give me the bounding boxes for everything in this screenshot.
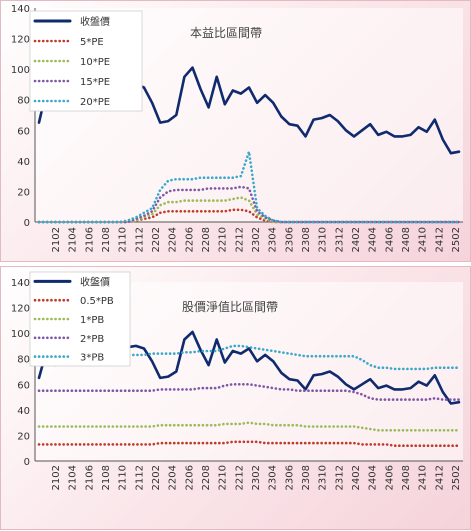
y-tick-label: 120 <box>11 35 30 46</box>
x-tick-label: 2310 <box>318 465 329 490</box>
legend-label-0: 收盤價 <box>80 275 110 288</box>
x-tick-label: 2202 <box>151 465 162 490</box>
y-tick-label: 20 <box>17 187 30 198</box>
series-line-3 <box>37 383 461 401</box>
x-tick-label: 2210 <box>218 227 229 252</box>
x-tick-label: 2210 <box>218 465 229 490</box>
x-tick-label: 2308 <box>301 227 312 252</box>
y-tick-label: 100 <box>11 65 30 76</box>
x-tick-label: 2202 <box>151 227 162 252</box>
x-tick-label: 2204 <box>168 227 179 252</box>
x-tick-label: 2406 <box>384 227 395 252</box>
x-tick-label: 2308 <box>301 465 312 490</box>
x-tick-label: 2402 <box>351 465 362 490</box>
x-tick-label: 2106 <box>84 465 95 490</box>
chart-title: 本益比區間帶 <box>190 26 262 40</box>
y-tick-label: 80 <box>17 355 30 366</box>
legend-label-2: 10*PE <box>80 57 110 68</box>
x-tick-label: 2208 <box>201 227 212 252</box>
y-tick-label: 120 <box>11 304 30 315</box>
x-tick-label: 2502 <box>451 465 462 490</box>
x-tick-label: 2212 <box>234 465 245 490</box>
x-tick-label: 2102 <box>51 227 62 252</box>
series-line-1 <box>37 440 461 447</box>
x-tick-label: 2304 <box>268 227 279 252</box>
x-tick-label: 2404 <box>368 465 379 490</box>
x-tick-label: 2412 <box>434 227 445 252</box>
legend-label-1: 0.5*PB <box>80 296 114 307</box>
x-tick-label: 2304 <box>268 465 279 490</box>
x-tick-label: 2408 <box>401 465 412 490</box>
x-tick-label: 2410 <box>418 465 429 490</box>
legend-label-4: 20*PE <box>80 97 110 108</box>
pe-band-chart-panel: 0 20 40 60 80 100 120 140 2102 2104 2106 2108 2110 21… <box>0 0 471 262</box>
x-tick-label: 2208 <box>201 465 212 490</box>
x-tick-label: 2312 <box>334 227 345 252</box>
x-tick-label: 2110 <box>118 227 129 252</box>
x-tick-label: 2306 <box>284 465 295 490</box>
x-tick-label: 2408 <box>401 227 412 252</box>
y-tick-label: 140 <box>11 4 30 15</box>
x-tick-label: 2306 <box>284 227 295 252</box>
x-tick-label: 2104 <box>68 465 79 490</box>
y-tick-label: 40 <box>17 157 30 168</box>
y-tick-label: 40 <box>17 406 30 417</box>
x-tick-label: 2410 <box>418 227 429 252</box>
y-tick-label: 140 <box>11 278 30 289</box>
x-tick-label: 2212 <box>234 227 245 252</box>
legend-label-1: 5*PE <box>80 37 104 48</box>
y-tick-label: 0 <box>24 457 30 468</box>
x-tick-label: 2206 <box>184 465 195 490</box>
legend-label-2: 1*PB <box>80 315 104 326</box>
x-tick-label: 2112 <box>134 227 145 252</box>
x-tick-label: 2302 <box>251 465 262 490</box>
x-tick-label: 2412 <box>434 465 445 490</box>
x-tick-label: 2112 <box>134 465 145 490</box>
x-tick-label: 2404 <box>368 227 379 252</box>
legend-label-3: 15*PE <box>80 77 110 88</box>
pb-band-chart: 0 20 40 60 80 100 120 140 2102 2104 2106 2108 2110 21… <box>11 271 463 490</box>
chart-title: 股價淨值比區間帶 <box>182 299 278 314</box>
y-tick-label: 60 <box>17 380 30 391</box>
x-tick-label: 2110 <box>118 465 129 490</box>
x-tick-label: 2312 <box>334 465 345 490</box>
legend-label-4: 3*PB <box>80 353 104 364</box>
series-line-4 <box>37 150 461 224</box>
pb-band-chart-panel: 0 20 40 60 80 100 120 140 2102 2104 2106 2108 2110 21… <box>0 266 471 530</box>
pe-band-chart: 0 20 40 60 80 100 120 140 2102 2104 2106 2108 2110 21… <box>11 4 463 252</box>
x-tick-label: 2108 <box>101 465 112 490</box>
x-tick-label: 2106 <box>84 227 95 252</box>
legend-label-0: 收盤價 <box>80 15 110 28</box>
x-tick-label: 2204 <box>168 465 179 490</box>
x-tick-label: 2102 <box>51 465 62 490</box>
x-tick-label: 2104 <box>68 227 79 252</box>
x-tick-label: 2206 <box>184 227 195 252</box>
y-tick-label: 80 <box>17 96 30 107</box>
x-tick-label: 2108 <box>101 227 112 252</box>
legend-label-3: 2*PB <box>80 334 104 345</box>
x-tick-label: 2402 <box>351 227 362 252</box>
y-tick-label: 60 <box>17 126 30 137</box>
y-tick-label: 100 <box>11 329 30 340</box>
x-tick-label: 2502 <box>451 227 462 252</box>
y-tick-label: 20 <box>17 431 30 442</box>
y-tick-label: 0 <box>24 218 30 229</box>
x-tick-label: 2406 <box>384 465 395 490</box>
x-tick-label: 2310 <box>318 227 329 252</box>
x-tick-label: 2302 <box>251 227 262 252</box>
series-line-2 <box>37 421 461 432</box>
